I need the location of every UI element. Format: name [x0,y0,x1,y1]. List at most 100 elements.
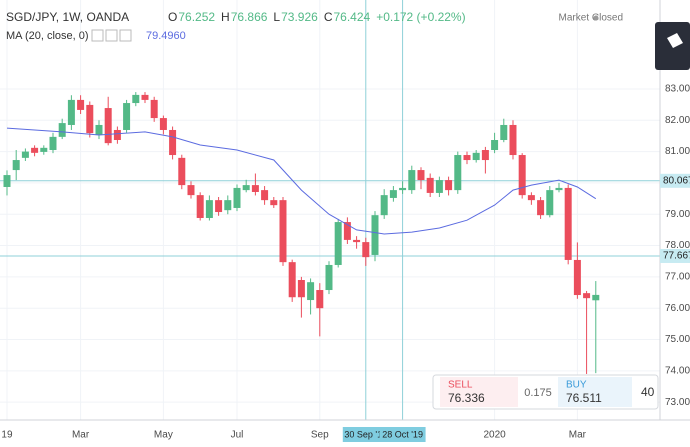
candle-body [546,190,554,216]
y-tick-label: 82.000 [665,115,690,126]
candle-body [187,185,195,196]
buy-button[interactable] [558,377,632,407]
sell-button[interactable] [440,377,518,407]
candle-body [288,262,296,298]
candle-body [509,124,517,156]
ohlc-prefix: O [168,10,177,24]
candle-body [31,147,39,153]
candle-body [307,282,315,301]
cursor-label-box [379,427,426,442]
ohlc-prefix: H [221,10,230,24]
candle-body [564,187,572,260]
status-dot [593,15,599,21]
sell-price: 76.336 [448,391,485,405]
candle-body [435,180,443,193]
quantity: 40 [641,385,655,399]
candle-body [518,155,526,196]
cursor-label: 30 Sep '19 [344,429,387,439]
candle-body [40,147,48,152]
candle-body [169,129,177,156]
candle-body [583,293,591,299]
ohlc-value: 76.866 [231,10,268,24]
y-tick-label: 76.000 [665,303,690,314]
x-tick-label: 2020 [483,430,506,441]
candle-body [49,136,57,151]
candle-body [196,195,204,218]
candle-body [21,151,29,158]
y-tick-label: 75.000 [665,334,690,345]
candle-body [123,103,131,130]
ohlc-prefix: C [324,10,333,24]
candle-body [417,170,425,181]
icon[interactable] [91,29,104,42]
candle-body [399,187,407,191]
indicator-name: MA (20, close, 0) [6,30,89,42]
candle-body [555,187,563,191]
candle-body [224,200,232,211]
chart-title: SGD/JPY, 1W, OANDA [6,10,129,24]
candle-body [233,187,241,208]
x-tick-label: 19 [1,430,13,441]
x-tick-label: Mar [72,430,90,441]
y-tick-label: 81.000 [665,146,690,157]
candle-body [251,185,259,192]
candle-body [3,175,11,187]
candle-body [445,180,453,191]
candle-body [242,185,250,191]
candle-body [95,124,103,135]
candle-body [279,200,287,263]
candle-body [297,280,305,298]
trade-panel: SELL 76.336 0.175 BUY 76.511 40 [432,374,659,410]
x-tick-label: Sep [311,430,329,441]
candle-body [454,155,462,191]
candle-body [463,155,471,161]
candle-body [408,170,416,191]
candle-body [334,222,342,265]
y-tick-label: 78.000 [665,240,690,251]
ohlc-value: 73.926 [281,10,318,24]
candle-body [12,160,20,171]
ohlc-value: 76.424 [333,10,370,24]
candle-body [77,99,85,110]
buy-label: BUY [566,380,587,391]
spread: 0.175 [524,387,552,399]
candle-body [573,259,581,296]
candle-body [592,294,600,301]
candle-body [353,239,361,243]
price-line-label: 80.067 [663,175,690,186]
sell-label: SELL [448,380,473,391]
price-line-label: 77.667 [663,251,690,262]
x-tick-label: May [154,430,173,441]
x-tick-label: Jul [231,430,244,441]
candle-body [150,99,158,119]
candle-body [362,242,370,258]
icon-glyph [667,33,683,48]
candle-body [481,150,489,161]
market-status: Market Closed [559,13,623,24]
cursor-label: 28 Oct '19 [382,429,423,439]
x-tick-label: Mar [569,430,587,441]
candle-body [491,140,499,151]
y-tick-label: 74.000 [665,365,690,376]
candle-body [316,290,324,309]
candle-body [159,118,167,130]
candle-body [500,124,508,140]
candle-body [261,190,269,201]
candle-body [325,264,333,291]
candle-body [527,195,535,201]
icon[interactable] [119,29,132,42]
candle-body [132,94,140,104]
candle-body [215,200,223,213]
price-line-box [660,248,690,263]
y-tick-label: 73.000 [665,397,690,408]
candle-body [380,195,388,216]
cursor-label-box [342,427,389,442]
ma-line [6,127,597,235]
candle-body [389,190,397,198]
change: +0.172 (+0.22%) [376,10,465,24]
candle-body [141,94,149,100]
ohlc-prefix: L [273,10,280,24]
candle-body [86,104,94,134]
icon[interactable] [105,29,118,42]
